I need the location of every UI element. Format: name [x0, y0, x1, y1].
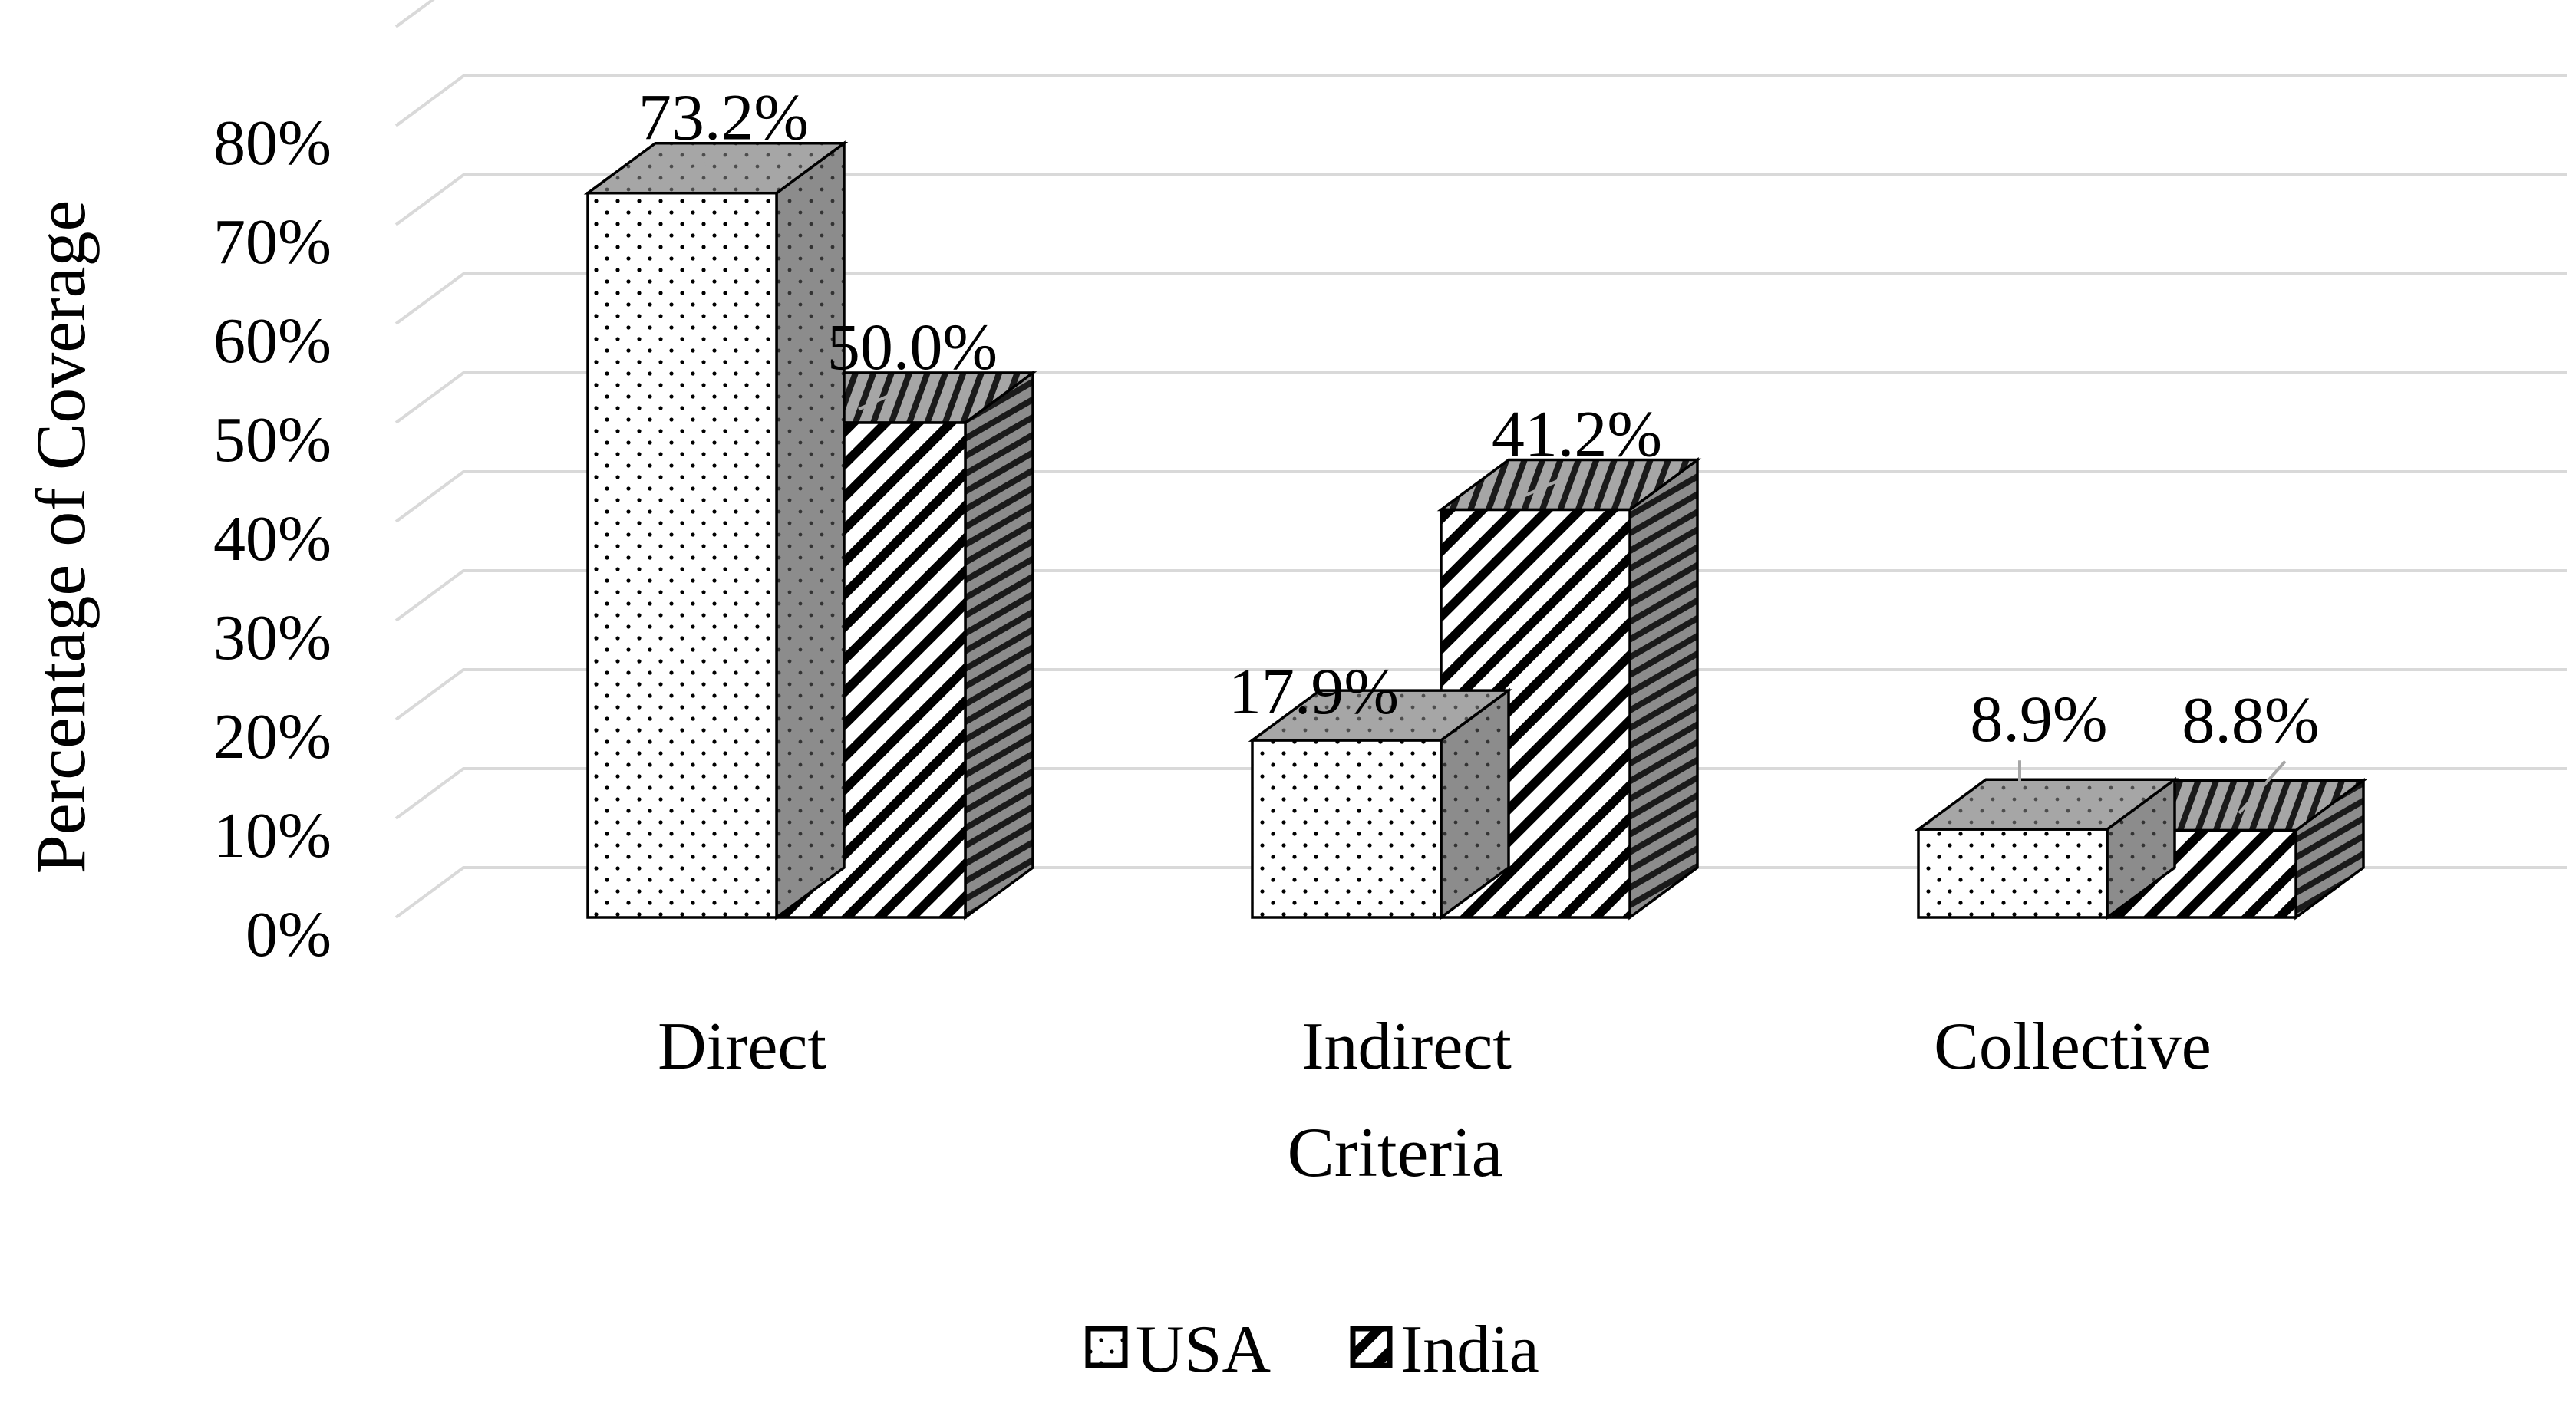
- y-tick-label: 80%: [213, 107, 331, 179]
- legend: USA India: [1085, 1312, 1539, 1387]
- legend-swatch: [1350, 1326, 1393, 1368]
- gridline: [394, 0, 435, 28]
- data-label-leader-lines: [669, 160, 2287, 815]
- y-axis-tick-labels: 0% 10% 20% 30% 40% 50% 60% 70% 80%: [213, 107, 331, 970]
- x-tick-label: Indirect: [1301, 1009, 1512, 1084]
- data-label: 50.0%: [827, 310, 998, 384]
- legend-item-india: India: [1350, 1312, 1539, 1387]
- legend-swatch: [1085, 1326, 1128, 1368]
- y-tick-label: 30%: [213, 602, 331, 674]
- gridline: [394, 569, 2567, 622]
- bar-usa-indirect: [1248, 687, 1513, 921]
- data-label: 73.2%: [638, 81, 809, 154]
- bar-front-face: [1251, 739, 1443, 919]
- gridline: [394, 668, 2567, 721]
- x-axis-title: Criteria: [1288, 1113, 1503, 1191]
- bar-usa-direct: [583, 140, 849, 921]
- gridline: [394, 470, 2567, 523]
- y-tick-label: 20%: [213, 701, 331, 772]
- gridline: [394, 74, 2567, 127]
- leader-line: [858, 390, 898, 411]
- data-label: 17.9%: [1229, 654, 1399, 728]
- data-labels: 50.0% 73.2% 41.2% 17.9% 8.8% 8.9%: [638, 81, 2320, 757]
- y-tick-label: 70%: [213, 206, 331, 278]
- leader-line: [669, 160, 709, 182]
- data-label: 8.8%: [2182, 683, 2319, 756]
- bar-series: [583, 140, 2368, 921]
- y-tick-label: 50%: [213, 404, 331, 476]
- y-tick-label: 0%: [246, 899, 331, 970]
- leader-line: [2238, 760, 2287, 815]
- bar-side-face: [775, 140, 846, 921]
- x-tick-label: Collective: [1934, 1009, 2212, 1084]
- bar-front-face: [586, 191, 778, 919]
- x-tick-label: Direct: [658, 1009, 826, 1084]
- gridlines: [394, 0, 2567, 919]
- bar-side-face: [1628, 457, 1699, 921]
- gridline: [394, 371, 2567, 424]
- legend-label: USA: [1136, 1312, 1271, 1387]
- data-label: 41.2%: [1492, 397, 1662, 471]
- y-tick-label: 60%: [213, 305, 331, 377]
- bar-side-face: [964, 370, 1034, 921]
- y-tick-label: 10%: [213, 800, 331, 871]
- bar-front-face: [1917, 828, 2109, 919]
- y-tick-label: 40%: [213, 503, 331, 575]
- legend-label: India: [1400, 1312, 1539, 1387]
- gridline: [394, 272, 2567, 325]
- leader-line: [1522, 477, 1562, 498]
- gridline: [394, 767, 2567, 820]
- gridline: [394, 173, 2567, 226]
- x-axis-tick-labels: Direct Indirect Collective: [658, 1009, 2212, 1084]
- legend-item-usa: USA: [1085, 1312, 1271, 1387]
- bar-usa-collective: [1914, 776, 2179, 921]
- y-axis-title: Percentage of Coverage: [21, 200, 100, 874]
- data-label: 8.9%: [1970, 682, 2107, 756]
- gridline: [394, 866, 2567, 919]
